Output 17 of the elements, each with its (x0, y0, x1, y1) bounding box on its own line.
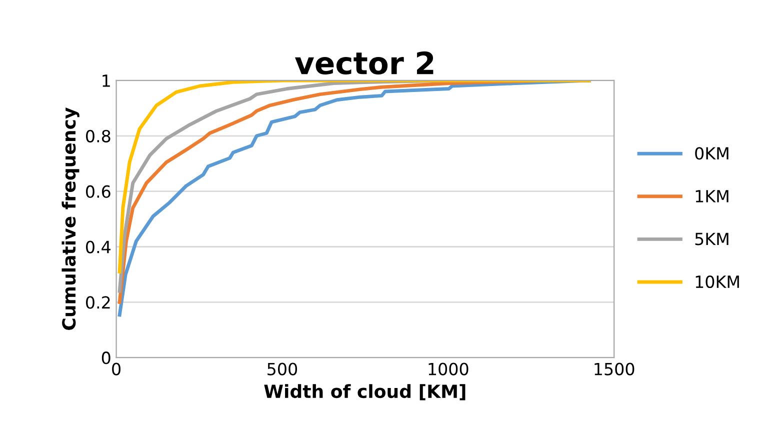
y-tick-label: 0 (102, 352, 110, 364)
chart-title: vector 2 (294, 51, 434, 75)
x-axis-title: Width of cloud [KM] (264, 384, 466, 400)
y-tick-label: 0.6 (86, 185, 110, 198)
x-tick-label: 0 (112, 362, 120, 376)
y-axis-title: Cumulative frequency (62, 108, 80, 330)
x-tick-label: 1000 (428, 362, 468, 376)
x-tick-label: 500 (268, 362, 298, 376)
y-tick-label: 0.8 (86, 130, 110, 142)
y-tick-label: 0.2 (86, 296, 110, 309)
legend-label: 5KM (695, 232, 728, 246)
legend-label: 0KM (695, 147, 728, 160)
legend-label: 10KM (696, 275, 739, 288)
y-tick-label: 0.4 (86, 240, 110, 254)
y-tick-label: 1 (102, 74, 110, 87)
legend-label: 1KM (696, 190, 728, 202)
x-tick-label: 1500 (594, 362, 634, 376)
